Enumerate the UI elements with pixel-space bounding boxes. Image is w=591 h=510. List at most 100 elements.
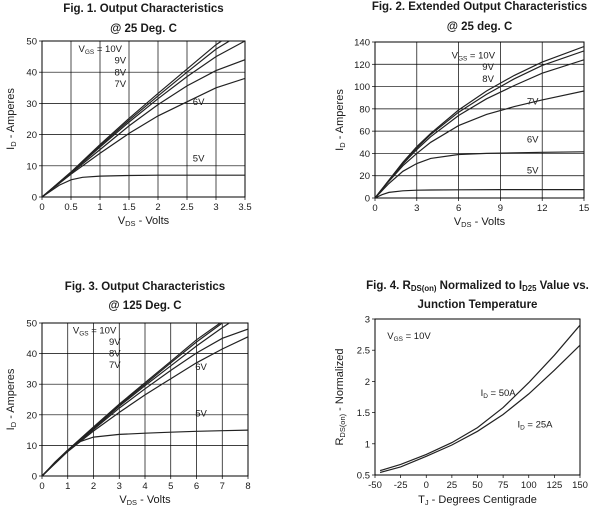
- y-tick-label: 20: [26, 410, 37, 421]
- x-tick-label: 125: [546, 480, 562, 491]
- x-tick-label: 0.5: [64, 202, 77, 213]
- x-axis-label-part-1: DS: [461, 220, 471, 229]
- curve-label: VGS = 10V: [73, 326, 117, 338]
- fig3-output-characteristics-125c: Fig. 3. Output Characteristics @ 125 Deg.…: [5, 281, 251, 507]
- curve-6V: [375, 151, 584, 198]
- chart-title-line-1: Fig. 3. Output Characteristics: [65, 281, 225, 293]
- curves: [379, 324, 580, 474]
- x-tick-label: 3.5: [238, 202, 251, 213]
- x-axis-label-part-1: DS: [127, 498, 137, 507]
- y-axis-label-part-0: R: [334, 438, 346, 446]
- x-axis-label: VDS - Volts: [454, 216, 506, 229]
- chart-title-line-1: Fig. 2. Extended Output Characteristics: [372, 1, 587, 13]
- curve-label-0-part-2: = 10V: [89, 326, 117, 337]
- x-tick-label: 9: [498, 203, 503, 214]
- y-tick-label: 20: [359, 171, 370, 182]
- curve-label: 6V: [195, 362, 207, 373]
- curve-label: 7V: [115, 79, 127, 90]
- x-tick-label: 150: [572, 480, 588, 491]
- curve-label-2-part-2: = 25A: [525, 420, 553, 431]
- x-axis-label-part-2: - Volts: [472, 216, 506, 228]
- y-axis-label-part-0: I: [334, 148, 346, 151]
- y-tick-label: 10: [26, 441, 37, 452]
- curve-label-2-part-1: D: [520, 425, 525, 432]
- curve-label: VGS = 10V: [387, 331, 431, 343]
- y-tick-label: 40: [359, 149, 370, 160]
- curves: [375, 45, 584, 198]
- curve-label-1-part-1: D: [483, 393, 488, 400]
- curve-label: 5V: [195, 408, 207, 419]
- y-tick-label: 140: [354, 38, 370, 49]
- x-axis-label-part-0: V: [118, 215, 126, 227]
- y-axis-label-part-0: I: [5, 147, 17, 150]
- chart-title-line-1: Fig. 4. RDS(on) Normalized to ID25 Value…: [366, 280, 589, 293]
- y-tick-label: 30: [26, 99, 37, 110]
- y-tick-label: 1: [365, 439, 370, 450]
- curve-label-1-part-0: I: [481, 388, 484, 399]
- fig1-output-characteristics-25c: Fig. 1. Output Characteristics @ 25 Deg. …: [5, 3, 252, 228]
- curve-label-0-part-0: V: [452, 51, 459, 62]
- curve-25A: [379, 344, 580, 474]
- y-axis-label-part-1: DS(on): [338, 413, 347, 437]
- x-tick-label: -50: [368, 480, 382, 491]
- x-axis-label-part-2: - Volts: [136, 215, 170, 227]
- y-axis-label-part-2: - Amperes: [5, 88, 17, 142]
- curve-label: 9V: [115, 55, 127, 66]
- x-tick-label: 15: [579, 203, 590, 214]
- y-axis-label: RDS(on) - Normalized: [334, 348, 347, 445]
- y-axis-label-part-2: - Normalized: [334, 348, 346, 413]
- x-tick-label: 1: [65, 481, 70, 492]
- y-tick-label: 0: [365, 194, 370, 205]
- y-tick-label: 100: [354, 82, 370, 93]
- x-tick-label: 3: [117, 481, 122, 492]
- x-tick-label: 0: [424, 480, 429, 491]
- x-tick-label: 3: [414, 203, 419, 214]
- curve-label-0-part-1: GS: [394, 336, 404, 343]
- x-tick-label: 25: [447, 480, 458, 491]
- x-tick-label: 6: [456, 203, 461, 214]
- curves: [42, 323, 248, 476]
- curve-label: 6V: [527, 134, 539, 145]
- curve-label-0-part-2: = 10V: [467, 51, 495, 62]
- x-tick-label: 75: [498, 480, 509, 491]
- x-tick-label: 3: [213, 202, 218, 213]
- curves: [42, 41, 245, 197]
- curve-label-0-part-1: GS: [458, 56, 468, 63]
- curve-8V: [42, 41, 245, 197]
- curve-label: 7V: [527, 96, 539, 107]
- curve-label: 9V: [482, 62, 494, 73]
- curve-label-0-part-0: V: [387, 331, 394, 342]
- curve-label: 8V: [115, 67, 127, 78]
- x-tick-label: 8: [245, 481, 250, 492]
- x-tick-label: 2.5: [180, 202, 193, 213]
- curve-label-1-part-2: = 50A: [488, 388, 516, 399]
- y-tick-label: 50: [26, 319, 37, 330]
- y-tick-label: 0: [32, 193, 37, 204]
- curve-label: ID = 25A: [517, 420, 553, 432]
- curve-label-0-part-2: = 10V: [403, 331, 431, 342]
- curve-5V: [375, 189, 584, 198]
- x-axis-label-part-0: V: [119, 494, 127, 506]
- y-axis-label-part-0: I: [5, 427, 17, 430]
- x-tick-label: 2: [91, 481, 96, 492]
- y-tick-label: 1.5: [357, 408, 370, 419]
- y-axis-label: ID - Amperes: [334, 89, 347, 151]
- x-tick-label: 5: [168, 481, 173, 492]
- y-axis-label-part-1: D: [338, 142, 347, 148]
- x-axis-label-part-1: DS: [125, 219, 135, 228]
- curve-7V: [375, 90, 584, 198]
- y-tick-label: 60: [359, 127, 370, 138]
- x-axis-label-part-2: - Volts: [137, 494, 171, 506]
- plot-frame: [374, 41, 585, 199]
- curve-8V: [375, 59, 584, 198]
- curve-label-2-part-0: I: [517, 420, 520, 431]
- y-tick-label: 0.5: [357, 471, 370, 482]
- curve-label: VGS = 10V: [79, 44, 123, 56]
- x-tick-label: 50: [472, 480, 483, 491]
- curve-6V: [42, 77, 245, 197]
- curve-5V: [42, 174, 245, 197]
- chart-title-line-1-part-1: DS(on): [411, 284, 437, 293]
- chart-title-line-2: @ 125 Deg. C: [108, 300, 181, 312]
- curve-label: VGS = 10V: [452, 51, 496, 63]
